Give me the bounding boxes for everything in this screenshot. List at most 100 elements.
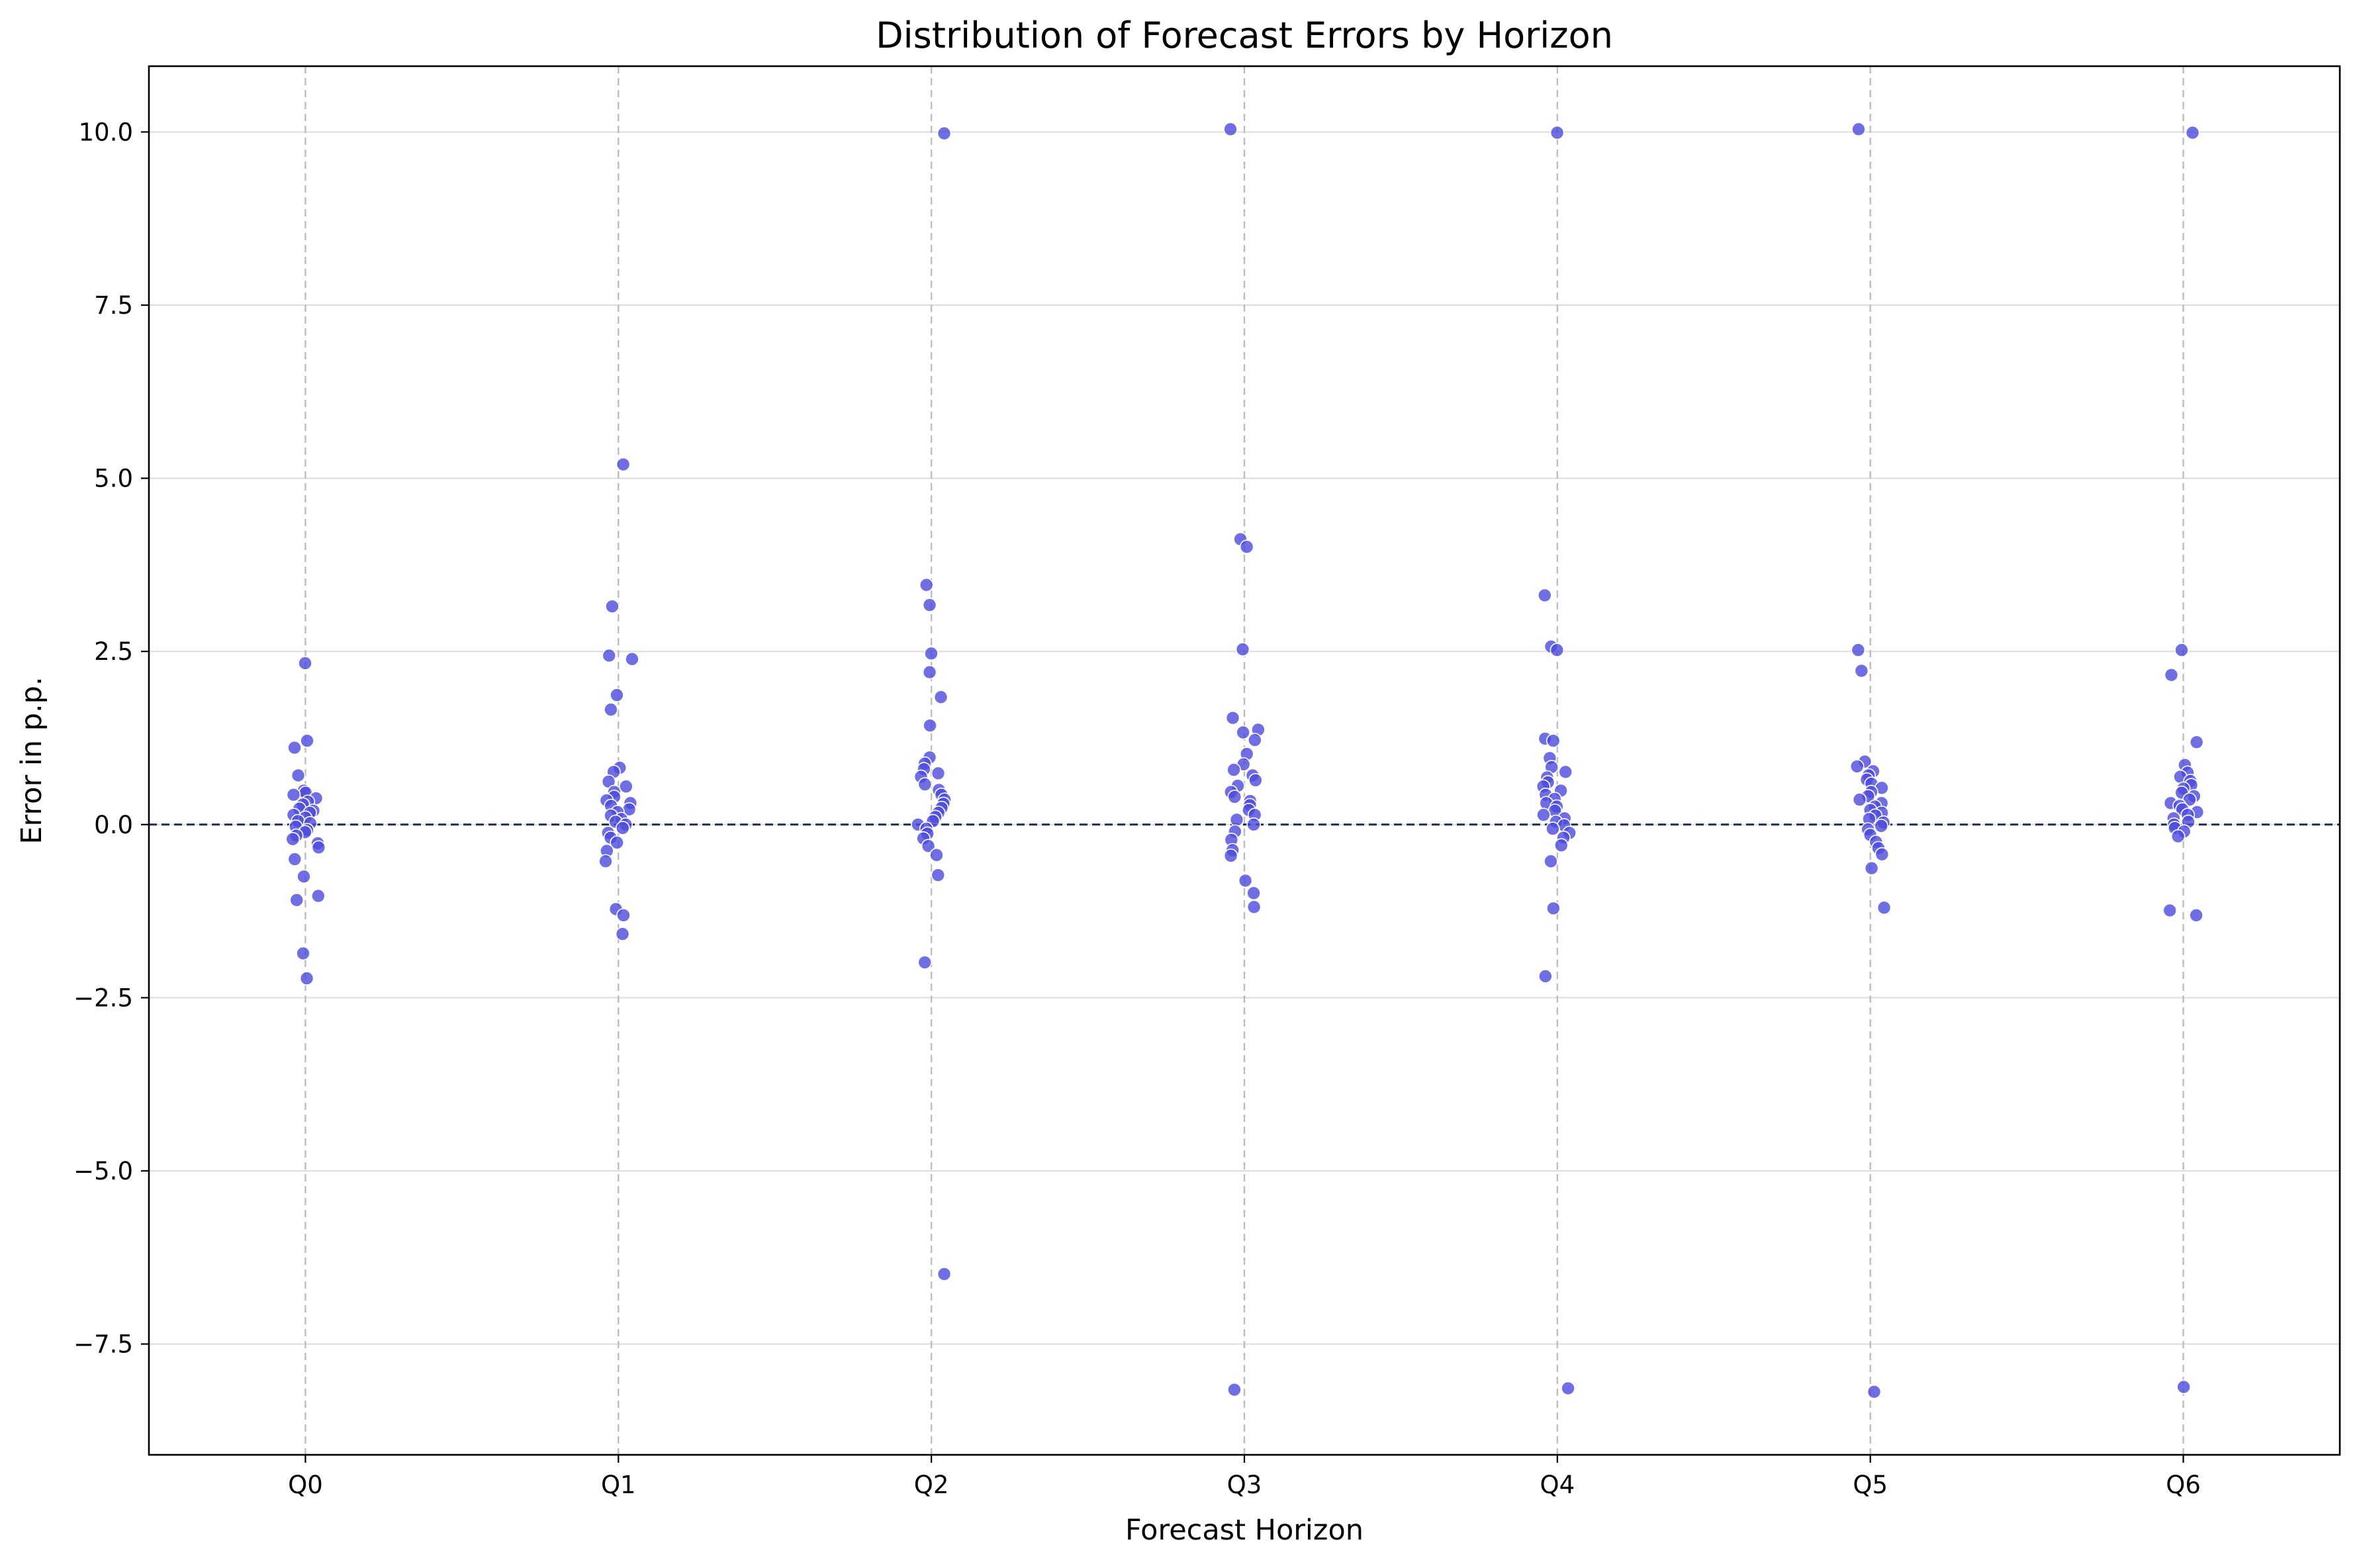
data-point	[604, 702, 618, 717]
data-point	[1852, 792, 1867, 807]
data-point	[917, 955, 933, 970]
data-point	[2185, 125, 2200, 140]
data-point	[2174, 643, 2189, 657]
data-point	[1229, 812, 1244, 827]
data-point	[311, 840, 326, 855]
data-point	[1851, 643, 1866, 657]
y-tick-label: 7.5	[94, 291, 133, 320]
data-point	[616, 908, 631, 923]
data-point	[1246, 886, 1261, 901]
data-point	[616, 457, 631, 472]
data-point	[1238, 873, 1253, 888]
data-point	[929, 848, 944, 862]
data-point	[1864, 860, 1879, 876]
data-point	[917, 777, 933, 792]
data-point	[931, 766, 946, 781]
x-tick-label: Q4	[1540, 1471, 1575, 1499]
x-tick-label: Q1	[601, 1471, 636, 1499]
data-point	[1223, 849, 1238, 863]
data-point	[924, 646, 939, 661]
data-point	[919, 577, 934, 592]
y-tick-label: −7.5	[73, 1330, 133, 1359]
data-point	[1536, 807, 1551, 822]
data-point	[625, 651, 639, 667]
data-point	[1225, 710, 1240, 725]
y-axis-ticks: −7.5 −5.0 −2.5 0.0 2.5 5.0 7.5 10.0	[73, 118, 149, 1359]
y-tick-label: −2.5	[73, 984, 133, 1012]
data-point	[1876, 900, 1892, 915]
data-point	[610, 835, 624, 850]
data-point	[297, 869, 311, 884]
data-point	[1248, 733, 1262, 747]
y-axis-label: Error in p.p.	[15, 676, 48, 844]
data-point	[1867, 1384, 1882, 1399]
y-tick-label: 10.0	[79, 118, 133, 146]
data-point	[2170, 829, 2186, 844]
data-point	[285, 831, 301, 847]
data-point	[931, 868, 946, 882]
y-tick-label: 5.0	[94, 465, 133, 493]
data-point	[1874, 819, 1888, 833]
data-point	[610, 688, 624, 702]
data-point	[1546, 733, 1561, 748]
data-point	[1239, 539, 1254, 554]
data-point	[2189, 908, 2203, 923]
data-point	[1550, 125, 1565, 140]
data-point	[298, 656, 312, 670]
data-point	[286, 787, 301, 802]
data-point	[2176, 1379, 2191, 1395]
data-point	[602, 648, 617, 663]
x-tick-label: Q0	[288, 1471, 323, 1499]
data-point	[311, 888, 326, 903]
data-point	[615, 821, 630, 835]
data-point	[1550, 643, 1565, 657]
x-tick-label: Q6	[2166, 1471, 2201, 1499]
data-point	[1538, 969, 1553, 984]
data-point	[922, 598, 937, 612]
chart-title: Distribution of Forecast Errors by Horiz…	[876, 15, 1613, 56]
data-point	[598, 854, 613, 869]
data-point	[1553, 838, 1569, 853]
data-point	[1537, 588, 1552, 603]
data-point	[922, 665, 937, 680]
data-point	[1546, 821, 1560, 836]
data-point	[289, 893, 304, 907]
data-point	[1227, 1382, 1242, 1397]
data-point	[1227, 790, 1242, 804]
x-tick-label: Q2	[914, 1471, 949, 1499]
data-point	[1223, 122, 1238, 137]
data-point	[1874, 847, 1890, 862]
data-point	[615, 927, 630, 941]
data-point	[300, 733, 314, 748]
y-tick-label: 2.5	[94, 637, 133, 666]
data-point	[2164, 667, 2179, 682]
data-point	[1558, 764, 1573, 780]
x-axis-label: Forecast Horizon	[1125, 1514, 1364, 1547]
data-point	[1546, 901, 1561, 916]
data-point	[2189, 735, 2204, 750]
data-point	[923, 718, 937, 733]
data-point	[1849, 759, 1865, 774]
data-point	[287, 852, 302, 866]
data-point	[933, 690, 948, 705]
data-points	[285, 122, 2205, 1399]
data-point	[287, 740, 302, 755]
data-point	[1544, 854, 1558, 869]
data-point	[1561, 1381, 1575, 1396]
data-point	[2162, 903, 2178, 918]
data-point	[1246, 899, 1262, 915]
data-point	[1246, 817, 1261, 832]
data-point	[296, 946, 310, 961]
data-point	[1248, 773, 1263, 788]
x-tick-label: Q5	[1853, 1471, 1888, 1499]
data-point	[937, 1267, 952, 1281]
data-point	[1236, 725, 1250, 740]
data-point	[299, 971, 314, 986]
y-tick-label: 0.0	[94, 811, 133, 839]
data-point	[1226, 762, 1241, 777]
data-point	[605, 599, 620, 614]
data-point	[291, 768, 306, 783]
